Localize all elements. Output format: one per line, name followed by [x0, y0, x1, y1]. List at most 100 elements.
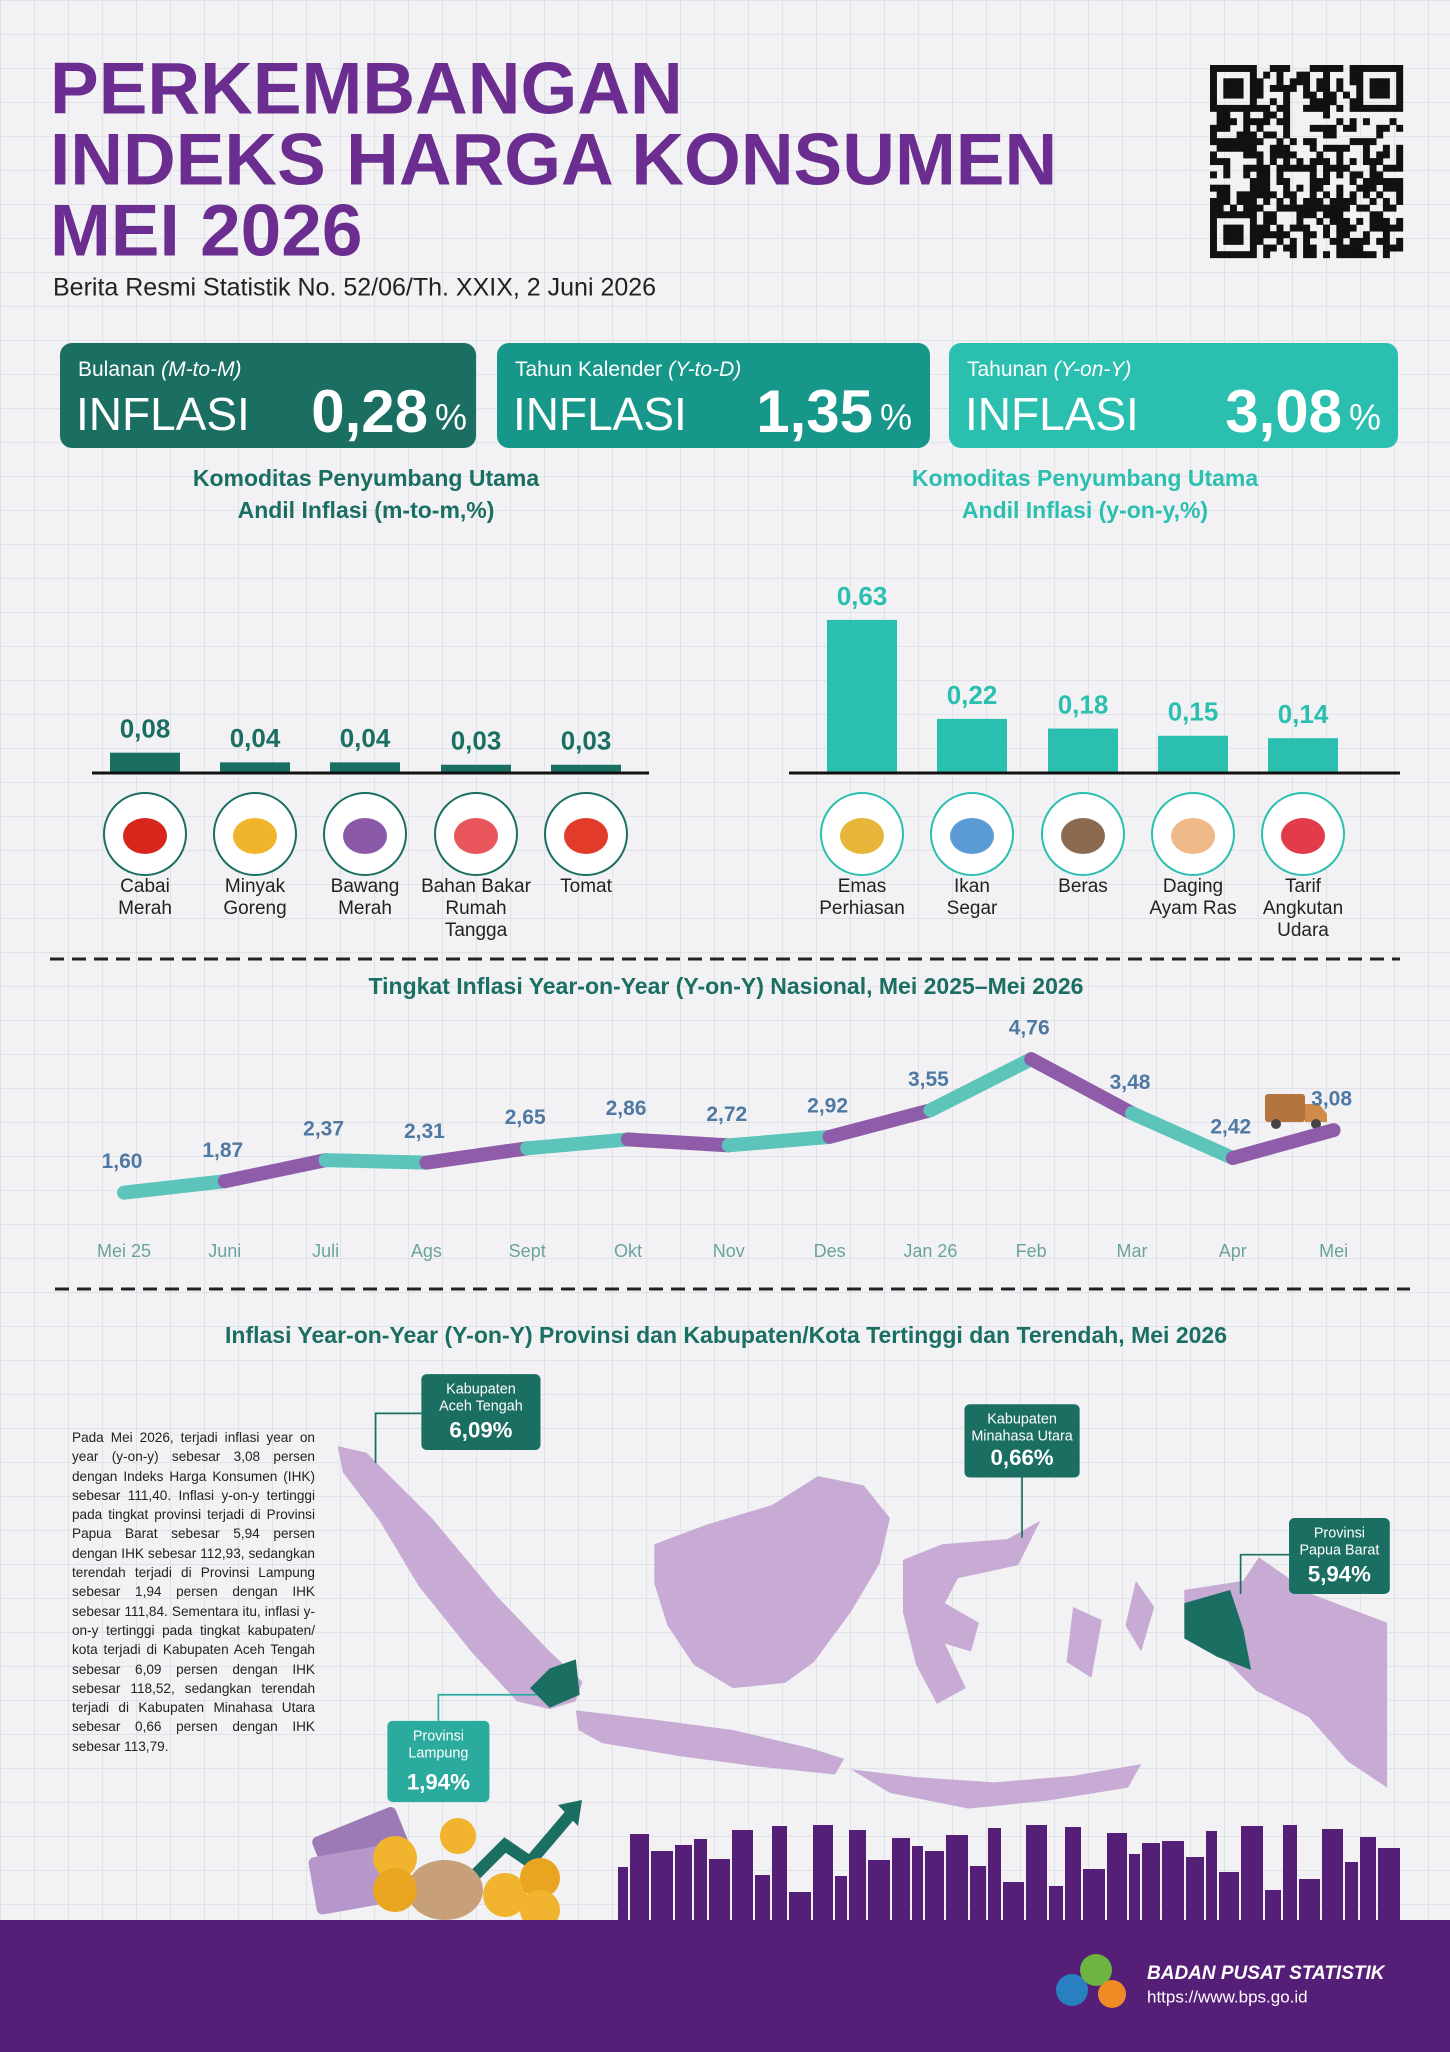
- qr-cell: [1382, 237, 1390, 245]
- bar: [1158, 735, 1228, 772]
- qr-cell: [1210, 138, 1217, 146]
- qr-cell: [1349, 244, 1357, 252]
- line-segment: [822, 1103, 938, 1144]
- callout-kind: Provinsi: [1314, 1526, 1365, 1542]
- qr-cell: [1382, 244, 1390, 252]
- qr-cell: [1369, 65, 1377, 72]
- qr-cell: [1369, 251, 1377, 259]
- commodity-icon: [343, 818, 387, 854]
- qr-cell: [1309, 138, 1317, 146]
- qr-cell: [1256, 151, 1264, 159]
- qr-cell: [1256, 84, 1264, 92]
- x-tick-label: Juni: [208, 1241, 241, 1261]
- qr-cell: [1283, 98, 1291, 106]
- qr-cell: [1276, 231, 1284, 239]
- maluku: [1125, 1580, 1155, 1652]
- qr-cell: [1216, 204, 1224, 212]
- callout-name: Aceh Tengah: [439, 1399, 523, 1415]
- sumatra: [337, 1446, 583, 1710]
- value-label: 0,15: [1168, 697, 1219, 727]
- qr-cell: [1343, 217, 1350, 225]
- qr-cell: [1323, 131, 1330, 139]
- qr-cell: [1210, 65, 1217, 72]
- qr-cell: [1396, 71, 1404, 79]
- qr-cell: [1396, 151, 1404, 159]
- qr-cell: [1243, 131, 1251, 139]
- card-value: 0,28: [311, 378, 428, 445]
- qr-cell: [1396, 191, 1404, 199]
- qr-cell: [1289, 224, 1297, 232]
- qr-cell: [1362, 158, 1370, 166]
- qr-cell: [1329, 198, 1337, 205]
- qr-cell: [1276, 198, 1284, 205]
- qr-cell: [1263, 71, 1271, 79]
- line-segment: [923, 1052, 1039, 1118]
- qr-cell: [1249, 237, 1257, 245]
- qr-cell: [1356, 237, 1364, 245]
- qr-cell: [1362, 138, 1370, 146]
- qr-cell: [1210, 204, 1217, 212]
- qr-cell: [1323, 158, 1330, 166]
- building: [709, 1859, 730, 1921]
- qr-cell: [1316, 104, 1324, 112]
- category-label: Emas Perhiasan: [819, 876, 905, 919]
- qr-cell: [1223, 104, 1231, 112]
- qr-cell: [1223, 184, 1231, 192]
- qr-cell: [1356, 65, 1364, 72]
- qr-cell: [1396, 65, 1404, 72]
- qr-cell: [1362, 65, 1370, 72]
- qr-cell: [1223, 124, 1231, 132]
- qr-cell: [1316, 217, 1324, 225]
- qr-cell: [1316, 151, 1324, 159]
- qr-cell: [1349, 171, 1357, 179]
- qr-cell: [1362, 104, 1370, 112]
- qr-cell: [1369, 178, 1377, 185]
- qr-cell: [1349, 71, 1357, 79]
- building: [618, 1867, 628, 1921]
- qr-cell: [1336, 65, 1344, 72]
- value-label: 1,60: [102, 1150, 143, 1173]
- qr-cell: [1236, 211, 1244, 219]
- qr-cell: [1316, 65, 1324, 72]
- qr-cell: [1216, 138, 1224, 146]
- qr-cell: [1269, 98, 1277, 106]
- qr-cell: [1256, 204, 1264, 212]
- line-segment: [318, 1153, 434, 1170]
- value-label: 0,63: [837, 581, 888, 611]
- x-tick-label: Jan 26: [903, 1241, 957, 1261]
- qr-cell: [1223, 118, 1231, 126]
- qr-cell: [1243, 204, 1251, 212]
- qr-cell: [1336, 118, 1344, 126]
- qr-cell: [1362, 191, 1370, 199]
- qr-cell: [1263, 171, 1271, 179]
- qr-cell: [1389, 244, 1397, 252]
- qr-cell: [1229, 78, 1237, 86]
- callout-name: Lampung: [408, 1745, 468, 1761]
- summary-paragraph: Pada Mei 2026, terjadi inflasi year on y…: [72, 1430, 315, 1754]
- category-label: Bahan Bakar Rumah Tangga: [421, 876, 531, 941]
- qr-cell: [1323, 178, 1330, 185]
- qr-cell: [1223, 237, 1231, 245]
- qr-cell: [1263, 231, 1271, 239]
- qr-cell: [1382, 184, 1390, 192]
- qr-cell: [1289, 204, 1297, 212]
- qr-cell: [1276, 84, 1284, 92]
- qr-cell: [1356, 184, 1364, 192]
- qr-cell: [1309, 231, 1317, 239]
- qr-cell: [1256, 178, 1264, 185]
- qr-cell: [1389, 184, 1397, 192]
- qr-cell: [1309, 98, 1317, 106]
- qr-cell: [1296, 71, 1304, 79]
- callout-name: Papua Barat: [1299, 1543, 1379, 1559]
- building: [789, 1892, 811, 1921]
- qr-cell: [1249, 65, 1257, 72]
- qr-cell: [1336, 244, 1344, 252]
- qr-cell: [1269, 158, 1277, 166]
- qr-cell: [1289, 84, 1297, 92]
- qr-cell: [1249, 138, 1257, 146]
- value-label: 2,31: [404, 1120, 445, 1143]
- callout-box: [421, 1374, 541, 1450]
- qr-cell: [1396, 198, 1404, 205]
- qr-cell: [1216, 65, 1224, 72]
- footer-band: [0, 1920, 1450, 2052]
